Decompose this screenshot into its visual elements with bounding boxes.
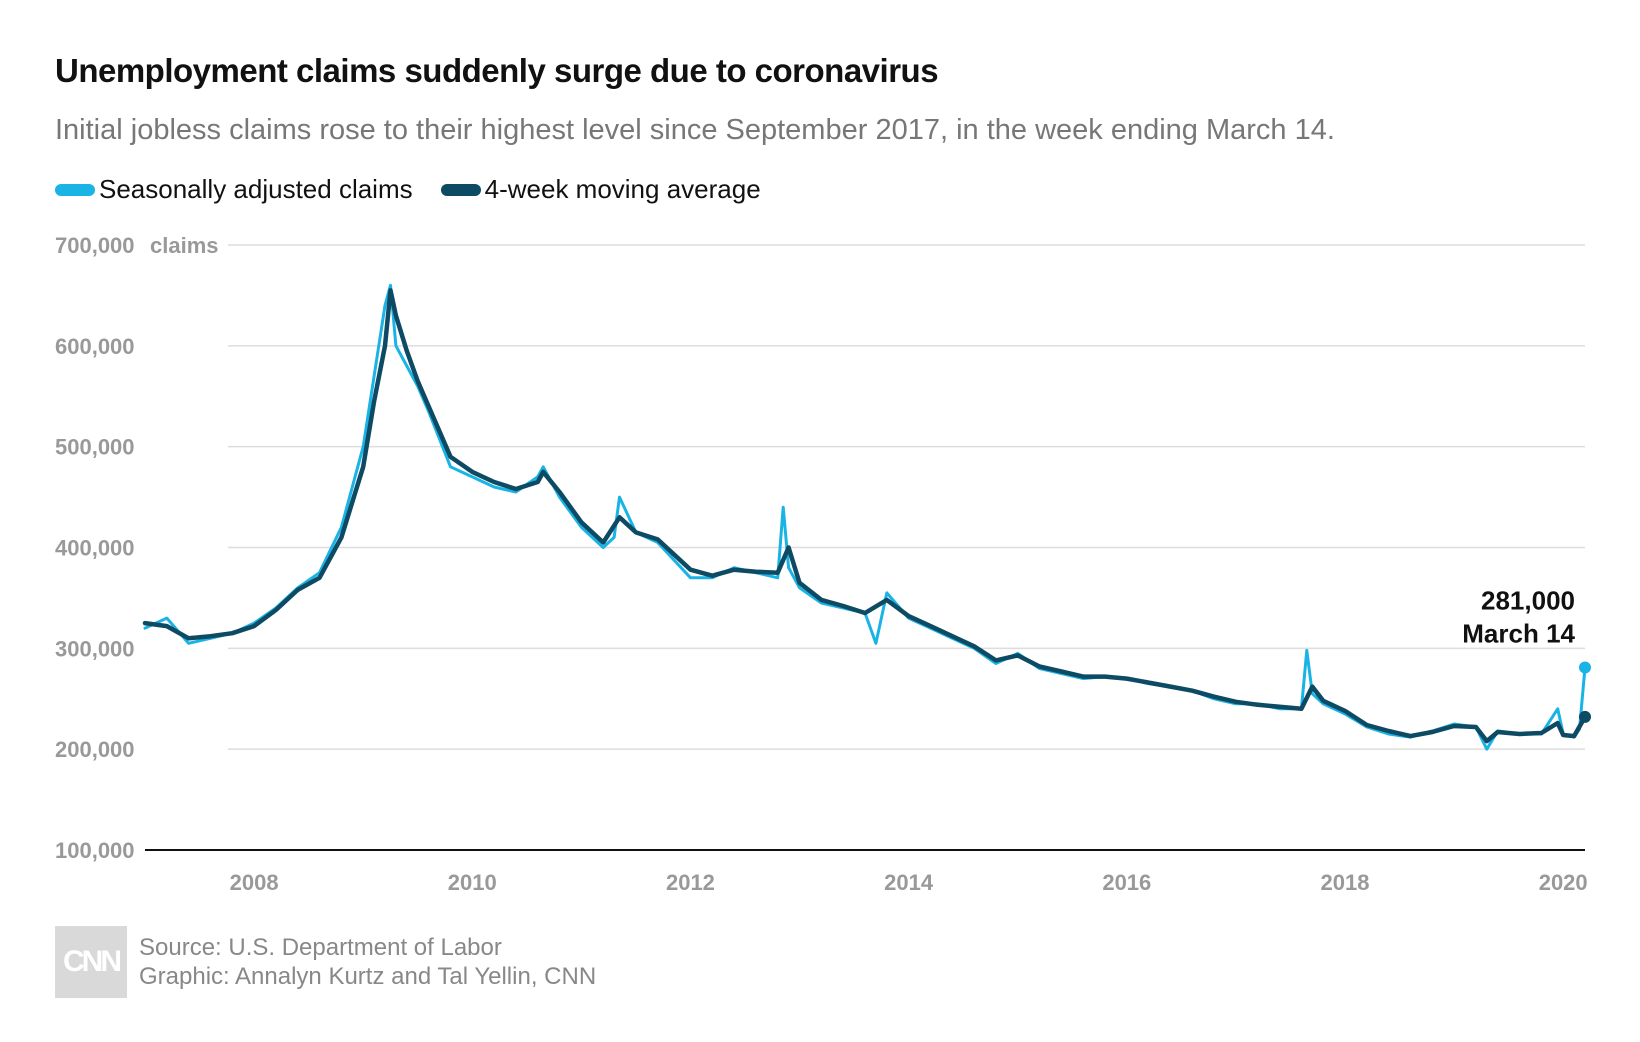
legend-item-adjusted-claims: Seasonally adjusted claims — [55, 174, 413, 205]
endpoint-adjusted-claims — [1579, 661, 1591, 674]
x-tick-label: 2010 — [448, 870, 497, 895]
series-line-adjusted-claims — [143, 283, 1587, 751]
chart-legend: Seasonally adjusted claims 4-week moving… — [55, 174, 789, 205]
endpoint-moving-average — [1579, 710, 1591, 723]
legend-swatch-adjusted-claims — [55, 183, 95, 196]
x-tick-label: 2014 — [884, 870, 934, 895]
x-tick-label: 2016 — [1102, 870, 1151, 895]
annotation-value: 281,000 — [1481, 585, 1575, 615]
y-tick-label: 600,000 — [55, 334, 135, 359]
cnn-logo: CNN — [55, 926, 127, 998]
y-tick-label: 300,000 — [55, 636, 135, 661]
y-axis-label: claims — [150, 233, 219, 258]
y-tick-label: 400,000 — [55, 536, 135, 561]
y-tick-label: 100,000 — [55, 838, 135, 863]
chart-subtitle: Initial jobless claims rose to their hig… — [55, 114, 1335, 146]
legend-swatch-moving-average — [440, 183, 481, 196]
x-tick-label: 2008 — [230, 870, 279, 895]
x-tick-label: 2018 — [1321, 870, 1370, 895]
x-tick-label: 2012 — [666, 870, 715, 895]
y-tick-label: 700,000 — [55, 233, 135, 258]
credits: Source: U.S. Department of Labor Graphic… — [139, 933, 596, 991]
y-tick-label: 500,000 — [55, 435, 135, 460]
footer: CNN Source: U.S. Department of Labor Gra… — [55, 926, 596, 998]
chart-title: Unemployment claims suddenly surge due t… — [55, 52, 939, 89]
annotation-date: March 14 — [1462, 618, 1575, 648]
x-tick-label: 2020 — [1539, 870, 1588, 895]
legend-label-adjusted-claims: Seasonally adjusted claims — [99, 174, 413, 204]
series-line-moving-average — [142, 288, 1588, 744]
legend-item-moving-average: 4-week moving average — [440, 174, 761, 205]
source-text: Source: U.S. Department of Labor — [139, 934, 502, 961]
y-tick-label: 200,000 — [55, 737, 135, 762]
credit-text: Graphic: Annalyn Kurtz and Tal Yellin, C… — [139, 963, 597, 990]
legend-label-moving-average: 4-week moving average — [484, 174, 761, 204]
